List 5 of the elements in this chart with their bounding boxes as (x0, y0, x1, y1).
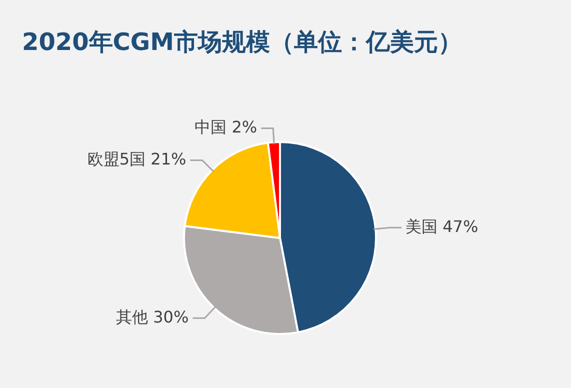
slice-label: 美国 47% (406, 216, 478, 236)
slice-label: 中国 2% (194, 117, 258, 136)
slice-label: 欧盟5国 21% (87, 149, 186, 168)
chart-title: 2020年CGM市场规模（单位：亿美元） (22, 27, 462, 58)
slice-label: 其他 30% (116, 307, 189, 326)
